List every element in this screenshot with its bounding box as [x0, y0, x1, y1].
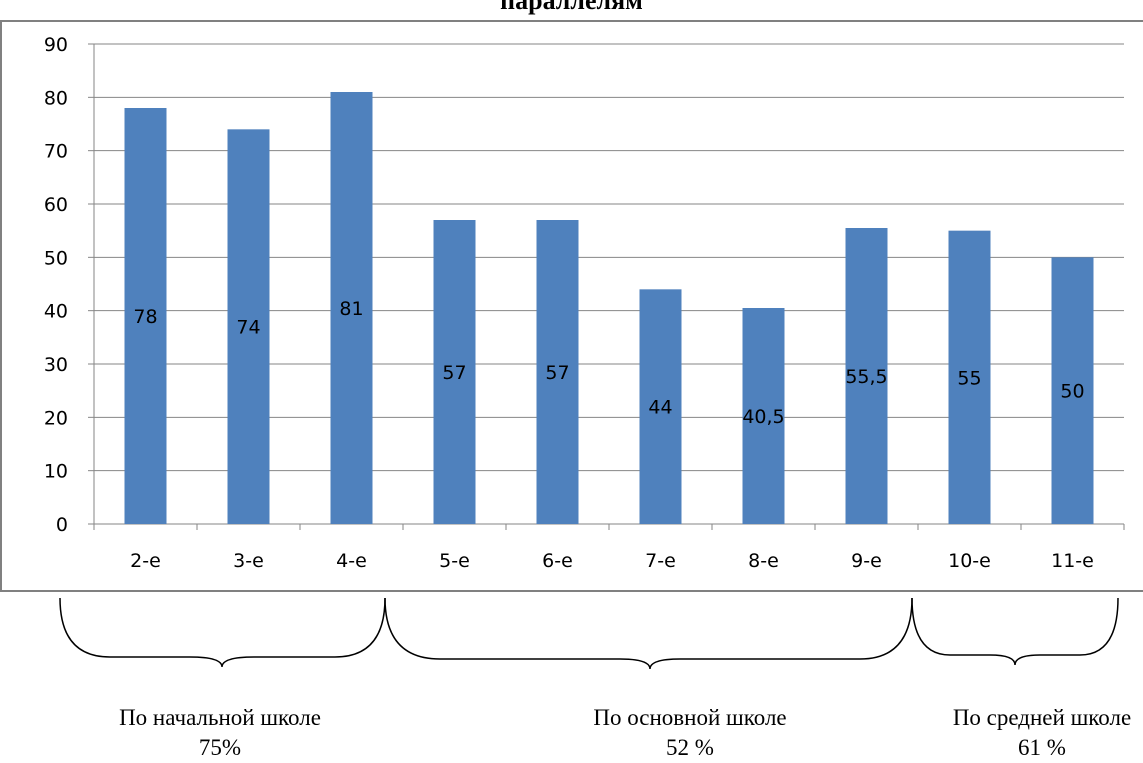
data-label: 44 — [648, 397, 672, 419]
data-label: 57 — [545, 362, 569, 384]
x-tick-label: 8-е — [748, 550, 779, 572]
group-label-secondary: По средней школе 61 % — [842, 703, 1143, 763]
bar-chart: 0 10 20 30 40 50 60 70 80 90 78 2-е 74 3-е 81 4-е 57 5-е 5… — [44, 34, 1125, 572]
bar — [124, 108, 167, 524]
bar — [227, 129, 270, 524]
bar — [536, 220, 579, 524]
brace-primary — [59, 597, 386, 668]
y-tick-label: 70 — [44, 141, 68, 163]
y-tick-label: 40 — [44, 301, 68, 323]
bar — [948, 230, 991, 524]
bar — [433, 220, 476, 524]
bar — [1051, 257, 1094, 524]
brace-secondary — [911, 597, 1119, 666]
data-label: 78 — [133, 306, 157, 328]
group-label-primary: По начальной школе 75% — [20, 703, 420, 763]
data-label: 55 — [957, 367, 981, 389]
y-tick-label: 90 — [44, 34, 68, 56]
bar — [639, 289, 682, 524]
group-label-basic: По основной школе 52 % — [490, 703, 890, 763]
data-label: 55,5 — [845, 366, 887, 388]
data-label: 81 — [339, 298, 363, 320]
x-tick-label: 6-е — [542, 550, 573, 572]
x-tick-label: 11-е — [1051, 550, 1094, 572]
bar — [742, 308, 785, 524]
y-tick-label: 0 — [56, 514, 68, 536]
x-tick-label: 3-е — [233, 550, 264, 572]
x-tick-label: 5-е — [439, 550, 470, 572]
group-name-secondary: По средней школе — [952, 705, 1132, 730]
y-tick-label: 60 — [44, 194, 68, 216]
brace-basic — [384, 597, 913, 670]
y-tick-label: 10 — [44, 461, 68, 483]
chart-frame: 0 10 20 30 40 50 60 70 80 90 78 2-е 74 3-е 81 4-е 57 5-е 5… — [0, 20, 1143, 592]
x-tick-label: 7-е — [645, 550, 676, 572]
x-tick-label: 9-е — [851, 550, 882, 572]
x-tick-label: 2-е — [130, 550, 161, 572]
group-value-secondary: 61 % — [1018, 735, 1066, 760]
data-label: 57 — [442, 362, 466, 384]
group-name-basic: По основной школе — [593, 705, 787, 730]
group-value-basic: 52 % — [666, 735, 714, 760]
data-label: 74 — [236, 317, 260, 339]
chart-title: параллелям — [500, 0, 643, 15]
group-name-primary: По начальной школе — [119, 705, 321, 730]
y-tick-label: 20 — [44, 407, 68, 429]
x-tick-label: 10-е — [948, 550, 991, 572]
data-label: 50 — [1060, 381, 1084, 403]
bar — [330, 92, 373, 524]
y-tick-label: 30 — [44, 354, 68, 376]
group-value-primary: 75% — [198, 735, 242, 760]
y-tick-label: 50 — [44, 247, 68, 269]
x-tick-label: 4-е — [336, 550, 367, 572]
y-tick-label: 80 — [44, 87, 68, 109]
data-label: 40,5 — [742, 406, 784, 428]
bar — [845, 228, 888, 524]
